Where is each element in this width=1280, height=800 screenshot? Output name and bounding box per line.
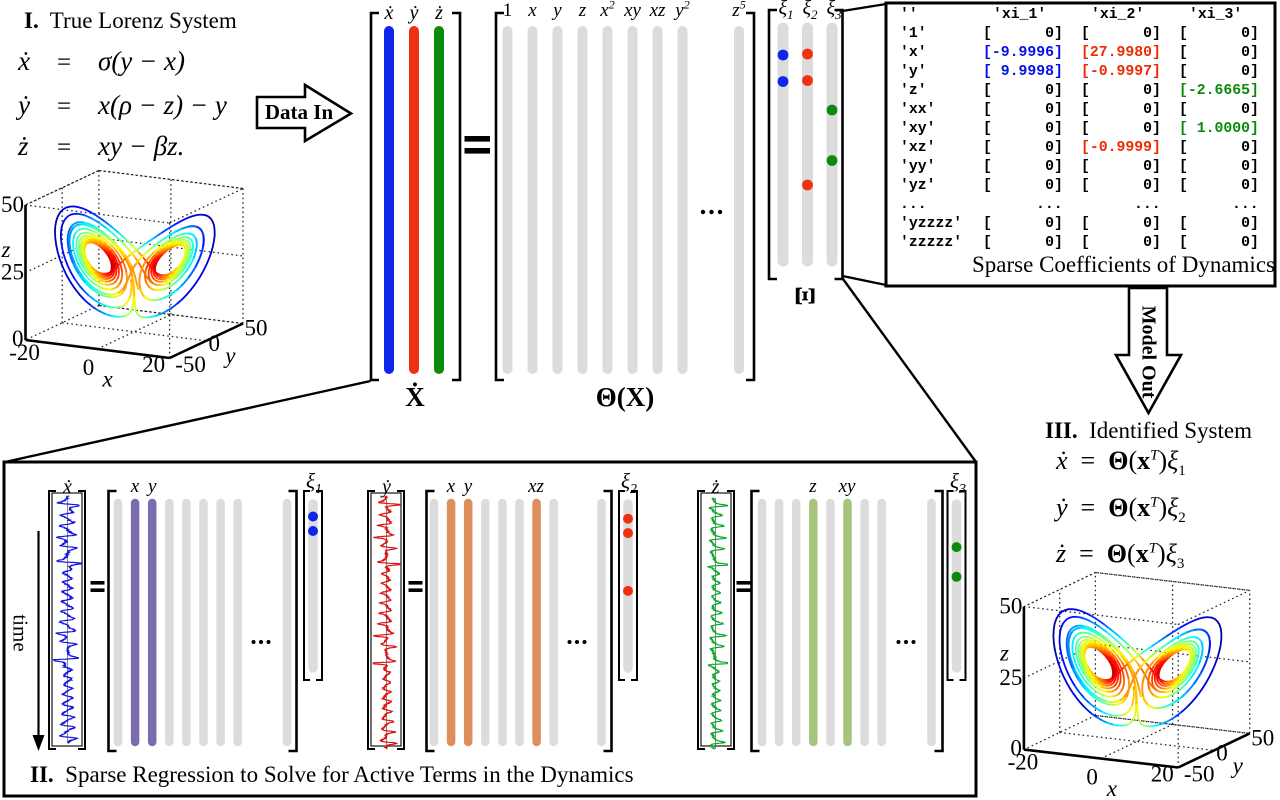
svg-text:-20: -20 [9,340,40,365]
svg-text:20: 20 [1151,762,1174,787]
svg-text:50: 50 [245,316,268,341]
svg-text:z: z [1,237,11,262]
svg-text:x: x [101,366,113,391]
svg-text:50: 50 [1251,725,1274,750]
svg-text:25: 25 [1,260,24,285]
svg-text:0: 0 [12,326,24,351]
svg-text:0: 0 [1086,765,1098,790]
svg-text:x: x [1106,776,1118,800]
svg-text:20: 20 [142,352,165,377]
svg-text:y: y [223,343,236,368]
svg-text:y: y [1231,753,1244,778]
svg-text:-50: -50 [1184,762,1215,787]
svg-text:50: 50 [999,594,1022,619]
svg-text:25: 25 [999,665,1022,690]
svg-text:0: 0 [209,331,221,356]
svg-text:0: 0 [1010,736,1022,761]
svg-text:-20: -20 [1008,750,1039,775]
svg-text:-50: -50 [175,352,206,377]
svg-text:0: 0 [1216,740,1228,765]
svg-text:z: z [999,641,1009,666]
svg-text:50: 50 [1,192,24,217]
svg-text:0: 0 [83,355,95,380]
